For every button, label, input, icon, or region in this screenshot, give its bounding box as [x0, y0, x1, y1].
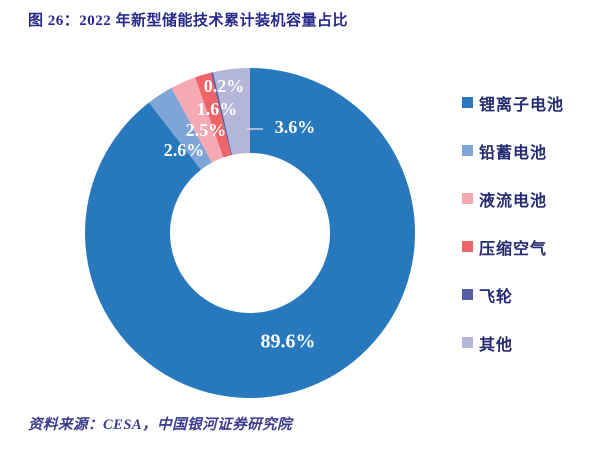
legend-swatch-icon	[462, 97, 473, 108]
pie-slice-飞轮	[211, 72, 233, 156]
slice-label-铅蓄电池: 2.6%	[164, 140, 205, 160]
legend-swatch-icon	[462, 337, 473, 348]
legend-label: 液流电池	[479, 192, 548, 210]
legend-item-其他: 其他	[462, 334, 564, 354]
legend-label: 铅蓄电池	[479, 144, 548, 162]
legend-item-铅蓄电池: 铅蓄电池	[462, 142, 564, 162]
chart-legend: 锂离子电池铅蓄电池液流电池压缩空气飞轮其他	[462, 94, 564, 382]
legend-swatch-icon	[462, 193, 473, 204]
legend-label: 压缩空气	[479, 240, 548, 258]
pie-slice-锂离子电池	[85, 68, 416, 399]
legend-item-压缩空气: 压缩空气	[462, 238, 564, 258]
legend-swatch-icon	[462, 145, 473, 156]
slice-label-锂离子电池: 89.6%	[261, 331, 316, 353]
pie-slice-铅蓄电池	[148, 87, 212, 170]
legend-swatch-icon	[462, 241, 473, 252]
slice-label-其他: 3.6%	[275, 117, 316, 137]
legend-item-液流电池: 液流电池	[462, 190, 564, 210]
legend-item-锂离子电池: 锂离子电池	[462, 94, 564, 114]
pie-slice-压缩空气	[195, 72, 232, 158]
slice-label-液流电池: 2.5%	[186, 120, 227, 140]
chart-title: 图 26：2022 年新型储能技术累计装机容量占比	[28, 13, 349, 29]
source-note: 资料来源：CESA，中国银河证券研究院	[28, 417, 293, 433]
pie-slice-其他	[213, 67, 250, 156]
slice-label-飞轮: 0.2%	[204, 76, 245, 96]
legend-label: 其他	[479, 336, 514, 354]
slice-label-压缩空气: 1.6%	[197, 99, 238, 119]
legend-swatch-icon	[462, 289, 473, 300]
legend-label: 飞轮	[479, 288, 514, 306]
pie-slice-液流电池	[171, 77, 224, 163]
legend-label: 锂离子电池	[479, 96, 565, 114]
legend-item-飞轮: 飞轮	[462, 286, 564, 306]
